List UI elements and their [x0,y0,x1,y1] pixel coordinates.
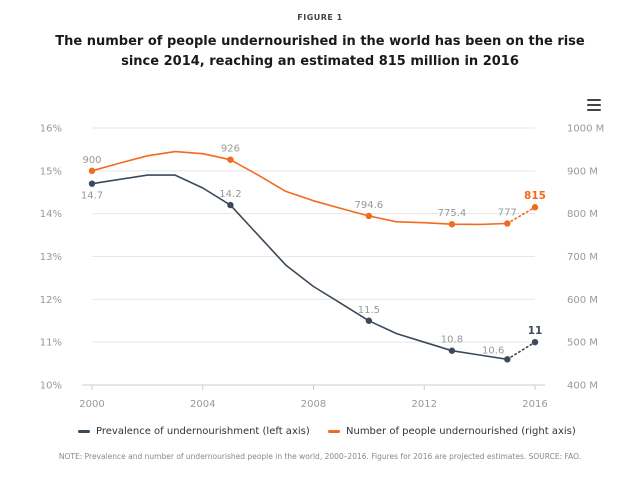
x-tick-label: 2016 [522,399,547,410]
series-line-prevalence [91,174,508,361]
legend-item-number[interactable]: Number of people undernourished (right a… [328,426,576,437]
data-point-prevalence [504,356,511,363]
y-left-tick-label: 16% [40,124,62,135]
chart-title-line-1: The number of people undernourished in t… [55,34,585,49]
data-label-prevalence: 10.8 [441,335,463,346]
hamburger-menu-icon[interactable] [587,99,601,111]
chart-title: The number of people undernourished in t… [40,32,600,72]
data-point-number [88,167,96,175]
x-tick-label: 2012 [412,399,437,410]
legend-item-prevalence[interactable]: Prevalence of undernourishment (left axi… [78,426,310,437]
data-point-number [365,212,373,220]
data-point-prevalence [448,347,456,354]
data-label-number: 775.4 [438,208,467,219]
legend-label-number: Number of people undernourished (right a… [346,426,576,437]
line-chart: 10% 11% 12% 13% 14% 15% 16% 400 M 500 M 600 M 700 … [40,124,605,411]
chart-title-line-2: since 2014, reaching an estimated 815 mi… [121,54,519,69]
figure-label: FIGURE 1 [297,13,343,22]
data-point-prevalence [88,180,96,187]
data-label-prevalence: 14.2 [219,189,241,200]
data-label-prevalence: 11 [528,325,543,337]
legend-swatch-number [328,430,340,433]
data-label-number: 926 [221,144,240,155]
y-left-tick-label: 11% [40,338,62,349]
y-right-tick-label: 700 M [567,252,598,263]
data-point-number [448,221,456,228]
data-point-prevalence [531,338,539,346]
y-right-tick-label: 400 M [567,381,598,392]
data-label-number: 815 [524,190,546,202]
data-label-prevalence: 11.5 [358,305,380,316]
data-point-prevalence [365,317,373,324]
chart-note: NOTE: Prevalence and number of undernour… [58,452,582,461]
data-point-prevalence [227,201,234,209]
data-label-number: 900 [82,155,101,166]
legend-swatch-prevalence [78,430,90,433]
series-line-number [91,150,508,226]
y-right-tick-label: 600 M [567,295,598,306]
y-left-tick-label: 15% [40,166,62,177]
y-left-tick-label: 13% [40,252,62,263]
y-right-tick-label: 500 M [567,338,598,349]
y-left-tick-label: 14% [40,209,62,220]
x-tick-label: 2004 [190,399,215,410]
y-right-tick-label: 1000 M [567,124,604,135]
series-projected-line-prevalence [506,341,536,361]
x-tick-label: 2000 [79,399,104,410]
y-left-tick-label: 12% [40,295,62,306]
chart-legend: Prevalence of undernourishment (left axi… [0,426,640,442]
data-point-number [531,204,539,211]
data-label-number: 777 [498,208,517,219]
data-label-number: 794.6 [355,200,384,211]
y-left-tick-label: 10% [40,381,62,392]
data-point-number [227,156,234,163]
data-point-number [504,220,511,227]
series-projected-line-number [506,206,536,225]
data-label-prevalence: 14.7 [81,191,103,202]
legend-label-prevalence: Prevalence of undernourishment (left axi… [96,426,310,437]
x-tick-label: 2008 [301,399,326,410]
y-right-tick-label: 800 M [567,209,598,220]
y-right-tick-label: 900 M [567,166,598,177]
data-label-prevalence: 10.6 [482,345,504,356]
